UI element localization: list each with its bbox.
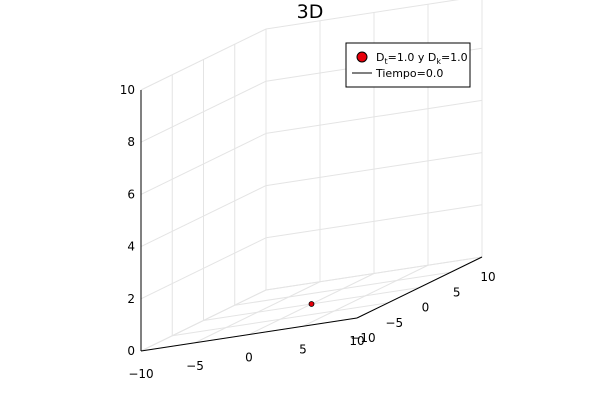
x-tick-label: 5	[299, 342, 307, 356]
y-tick-label: −10	[350, 331, 375, 345]
grid-floor-y	[172, 302, 389, 337]
x-tick-label: −5	[186, 359, 204, 373]
grid-back-z	[265, 152, 483, 187]
y-axis-line	[356, 256, 483, 319]
data-points	[308, 301, 315, 307]
legend-entry-1-part-b: =1.0 y D	[388, 51, 437, 64]
scatter-point	[308, 301, 315, 307]
legend-entry-2: Tiempo=0.0	[375, 67, 443, 80]
axis-lines	[140, 90, 483, 352]
x-tick-label: 10	[349, 334, 364, 348]
z-tick-label: 10	[120, 83, 135, 97]
z-tick-label: 8	[127, 135, 135, 149]
grid-back-z	[265, 99, 483, 134]
y-tick-label: 5	[453, 285, 461, 299]
legend-entry-1-sub-k: k	[436, 57, 441, 66]
legend-entry-1-sub-t: t	[384, 57, 387, 66]
grid-back-z	[265, 204, 483, 239]
grid-back-z	[265, 256, 483, 291]
legend: Dt=1.0 y Dk=1.0 Tiempo=0.0	[345, 42, 471, 88]
y-tick-label: −5	[385, 316, 403, 330]
legend-entry-1-part-c: =1.0	[441, 51, 468, 64]
chart-title: 3D	[297, 1, 324, 23]
legend-entry-1-part-a: D	[376, 51, 384, 64]
legend-box	[345, 42, 471, 88]
legend-entry-1: Dt=1.0 y Dk=1.0	[376, 51, 468, 66]
grid-back-z	[265, 0, 460, 30]
y-tick-label: 0	[422, 301, 430, 315]
z-tick-label: 2	[127, 292, 135, 306]
x-tick-label: −10	[128, 367, 153, 381]
grid-left-z	[140, 132, 267, 195]
legend-marker-scatter	[356, 51, 368, 63]
y-tick-label: 10	[480, 270, 495, 284]
z-tick-label: 4	[127, 240, 135, 254]
grid-floor-y	[234, 271, 451, 306]
z-tick-label: 0	[127, 344, 135, 358]
grid-left-z	[140, 28, 267, 91]
grid-left-z	[140, 80, 267, 143]
grid-left-z	[140, 237, 267, 300]
x-tick-label: 0	[245, 351, 253, 365]
grid-left-z	[140, 289, 267, 352]
z-tick-label: 6	[127, 187, 135, 201]
grid-left-z	[140, 185, 267, 248]
x-axis-line	[140, 317, 358, 352]
